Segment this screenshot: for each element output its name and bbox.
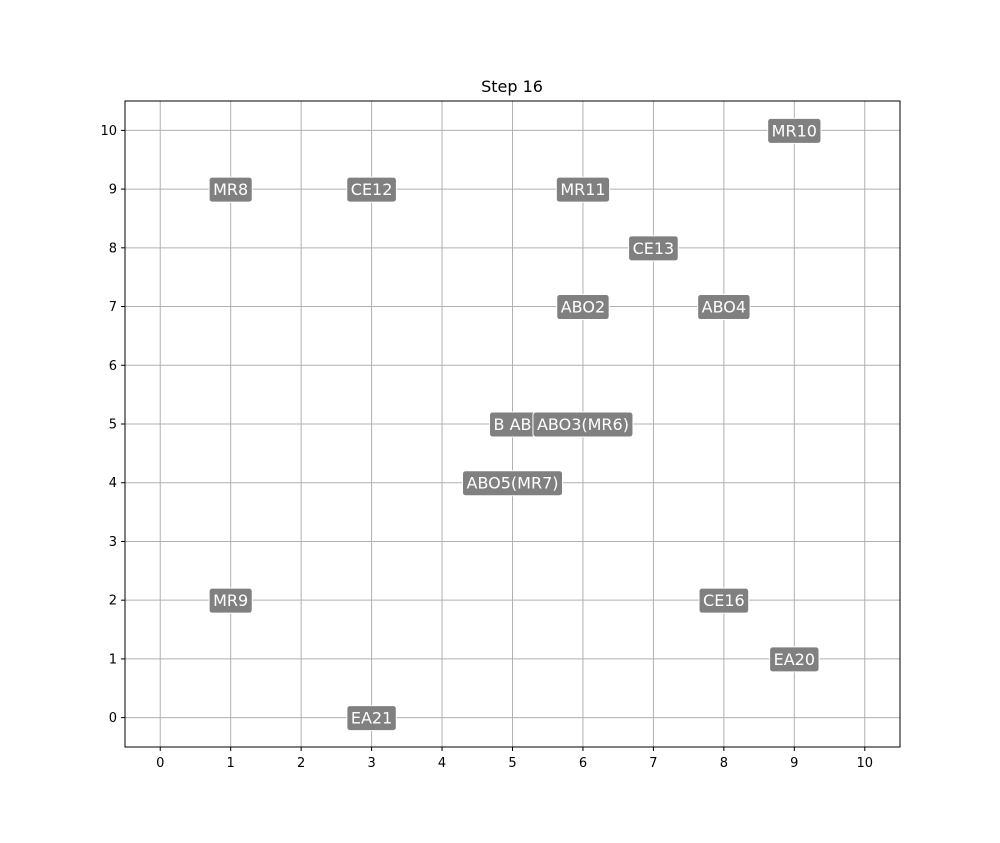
y-tick-label: 9 — [109, 183, 117, 198]
point-label-box — [556, 294, 610, 321]
x-tick-label: 10 — [856, 756, 873, 771]
point-label-box — [532, 411, 634, 438]
point-labels: MR10 MR8 CE12 MR11 CE13 ABO2 ABO4 B AB ABO3(MR6)… — [208, 117, 822, 732]
point-label-ea20: EA20 — [769, 646, 820, 673]
point-label-abo5-mr7: ABO5(MR7) — [462, 470, 563, 497]
point-label-mr9: MR9 — [208, 587, 253, 614]
x-tick-label: 5 — [508, 756, 516, 771]
point-label-b-ab: B AB — [489, 411, 536, 438]
point-label-box — [698, 587, 750, 614]
ticks: 0 1 2 3 4 5 6 7 8 9 10 0 1 2 3 4 5 6 7 8 9 10 — [100, 124, 873, 771]
point-label-abo3-mr6: ABO3(MR6) — [532, 411, 634, 438]
point-label-text: EA20 — [774, 650, 815, 669]
point-label-ce13: CE13 — [628, 235, 679, 262]
point-label-box — [555, 176, 611, 203]
point-label-text: ABO5(MR7) — [467, 474, 559, 493]
x-tick-label: 6 — [579, 756, 587, 771]
point-label-text: B AB — [494, 415, 532, 434]
point-label-box — [697, 294, 751, 321]
y-tick-label: 0 — [109, 711, 117, 726]
point-label-text: MR9 — [213, 591, 248, 610]
y-tick-label: 8 — [109, 241, 117, 256]
point-label-text: MR8 — [213, 180, 248, 199]
y-tick-label: 4 — [109, 476, 117, 491]
point-label-mr10: MR10 — [767, 117, 822, 144]
x-tick-label: 0 — [156, 756, 164, 771]
x-tick-label: 3 — [367, 756, 375, 771]
point-label-text: ABO3(MR6) — [537, 415, 629, 434]
point-label-text: ABO4 — [702, 298, 746, 317]
y-tick-label: 5 — [109, 418, 117, 433]
point-label-mr8: MR8 — [208, 176, 253, 203]
point-label-text: MR10 — [772, 121, 817, 140]
chart-title: Step 16 — [481, 77, 543, 96]
point-label-text: MR11 — [560, 180, 605, 199]
point-label-ea21: EA21 — [346, 705, 397, 732]
x-tick-label: 9 — [790, 756, 798, 771]
point-label-box — [769, 646, 820, 673]
point-label-box — [767, 117, 822, 144]
point-label-abo4: ABO4 — [697, 294, 751, 321]
y-tick-label: 10 — [100, 124, 117, 139]
x-tick-label: 4 — [438, 756, 446, 771]
point-label-ce12: CE12 — [346, 176, 397, 203]
point-label-abo2: ABO2 — [556, 294, 610, 321]
point-label-box — [208, 176, 253, 203]
point-label-ce16: CE16 — [698, 587, 750, 614]
x-tick-label: 1 — [227, 756, 235, 771]
x-tick-label: 7 — [649, 756, 657, 771]
y-tick-label: 3 — [109, 535, 117, 550]
y-tick-label: 7 — [109, 300, 117, 315]
point-label-text: EA21 — [351, 709, 392, 728]
x-tick-label: 8 — [720, 756, 728, 771]
point-label-box — [628, 235, 679, 262]
point-label-text: CE13 — [633, 239, 675, 258]
y-tick-label: 6 — [109, 359, 117, 374]
point-label-mr11: MR11 — [555, 176, 611, 203]
point-label-box — [346, 176, 397, 203]
y-tick-label: 2 — [109, 594, 117, 609]
point-label-text: CE16 — [703, 591, 745, 610]
point-label-text: ABO2 — [561, 298, 605, 317]
point-label-text: CE12 — [351, 180, 393, 199]
point-label-box — [462, 470, 563, 497]
point-label-box — [346, 705, 397, 732]
point-label-box — [208, 587, 253, 614]
x-tick-label: 2 — [297, 756, 305, 771]
y-tick-label: 1 — [109, 652, 117, 667]
